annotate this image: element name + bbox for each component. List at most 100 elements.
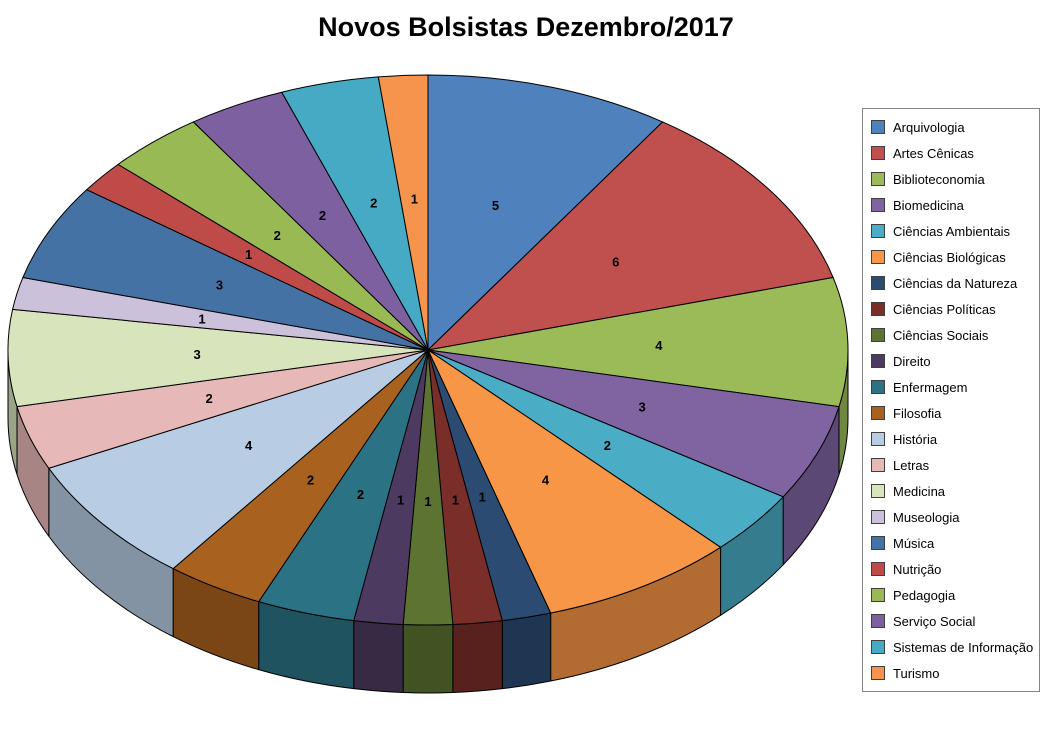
- pie-slice-biomedicina: [427, 349, 840, 498]
- legend-item-artes-cenicas: Artes Cênicas: [871, 140, 1031, 166]
- pie-data-label-biblioteconomia: 4: [655, 338, 663, 353]
- pie-data-label-ciencias-biologicas: 4: [542, 473, 550, 488]
- legend-label: Direito: [893, 353, 931, 369]
- legend-label: Museologia: [893, 509, 960, 525]
- legend-key-swatch: [871, 432, 885, 446]
- legend-label: Ciências Políticas: [893, 301, 996, 317]
- legend-item-ciencias-sociais: Ciências Sociais: [871, 322, 1031, 348]
- legend-item-direito: Direito: [871, 348, 1031, 374]
- legend-item-museologia: Museologia: [871, 504, 1031, 530]
- legend-key-swatch: [871, 562, 885, 576]
- legend-item-turismo: Turismo: [871, 660, 1031, 686]
- pie-slice-arquivologia: [427, 74, 664, 351]
- chart-title: Novos Bolsistas Dezembro/2017: [318, 12, 734, 42]
- pie-data-label-historia: 4: [245, 438, 253, 453]
- legend-item-biomedicina: Biomedicina: [871, 192, 1031, 218]
- legend-key-swatch: [871, 172, 885, 186]
- legend-item-medicina: Medicina: [871, 478, 1031, 504]
- legend-label: Ciências Sociais: [893, 327, 989, 343]
- legend-label: Serviço Social: [893, 613, 976, 629]
- pie-slice-artes-cenicas: [427, 121, 834, 351]
- legend-item-ciencias-biologicas: Ciências Biológicas: [871, 244, 1031, 270]
- legend-key-swatch: [871, 380, 885, 394]
- legend-item-ciencias-da-natureza: Ciências da Natureza: [871, 270, 1031, 296]
- pie-slice-biblioteconomia: [427, 277, 849, 408]
- legend-item-sistemas-de-informacao: Sistemas de Informação: [871, 634, 1033, 660]
- legend-item-ciencias-ambientais: Ciências Ambientais: [871, 218, 1031, 244]
- legend-label: Enfermagem: [893, 379, 968, 395]
- legend-key-swatch: [871, 640, 885, 654]
- pie-data-label-enfermagem: 2: [357, 487, 364, 502]
- legend-label: Artes Cênicas: [893, 145, 974, 161]
- legend-key-swatch: [871, 666, 885, 680]
- pie-slice-ciencias-biologicas: [427, 349, 722, 614]
- pie-data-label-turismo: 1: [411, 192, 418, 207]
- legend-item-ciencias-politicas: Ciências Políticas: [871, 296, 1031, 322]
- legend-item-pedagogia: Pedagogia: [871, 582, 1031, 608]
- pie-slice-historia: [48, 349, 429, 570]
- legend-key-swatch: [871, 484, 885, 498]
- pie-data-label-pedagogia: 2: [274, 228, 281, 243]
- legend-key-swatch: [871, 276, 885, 290]
- pie-data-label-ciencias-sociais: 1: [424, 494, 431, 509]
- legend-label: Filosofia: [893, 405, 942, 421]
- pie-data-label-direito: 1: [397, 493, 404, 508]
- legend-label: Biomedicina: [893, 197, 964, 213]
- legend-key-swatch: [871, 146, 885, 160]
- legend-label: Música: [893, 535, 935, 551]
- legend-key-swatch: [871, 510, 885, 524]
- pie-slice-wall-ciencias-politicas: [452, 620, 503, 694]
- pie-data-label-ciencias-politicas: 1: [452, 493, 459, 508]
- pie-data-label-ciencias-da-natureza: 1: [479, 490, 486, 505]
- legend-key-swatch: [871, 250, 885, 264]
- pie-slice-medicina: [7, 308, 429, 408]
- legend-key-swatch: [871, 224, 885, 238]
- pie-data-label-arquivologia: 5: [492, 198, 499, 213]
- pie-data-label-ciencias-ambientais: 2: [604, 438, 611, 453]
- pie-data-label-biomedicina: 3: [638, 399, 645, 414]
- legend-item-filosofia: Filosofia: [871, 400, 1031, 426]
- legend-key-swatch: [871, 458, 885, 472]
- pie-slice-wall-ciencias-da-natureza: [501, 612, 552, 690]
- legend-key-swatch: [871, 614, 885, 628]
- legend-key-swatch: [871, 354, 885, 368]
- legend-key-swatch: [871, 406, 885, 420]
- legend-item-musica: Música: [871, 530, 1031, 556]
- legend-key-swatch: [871, 588, 885, 602]
- legend-key-swatch: [871, 536, 885, 550]
- legend-item-biblioteconomia: Biblioteconomia: [871, 166, 1031, 192]
- legend-key-swatch: [871, 302, 885, 316]
- pie-data-label-museologia: 1: [198, 311, 205, 326]
- legend-key-swatch: [871, 328, 885, 342]
- legend-item-historia: História: [871, 426, 1031, 452]
- legend-item-servico-social: Serviço Social: [871, 608, 1031, 634]
- legend-label: História: [893, 431, 938, 447]
- legend-label: Medicina: [893, 483, 946, 499]
- pie-data-label-medicina: 3: [193, 347, 200, 362]
- pie-data-label-artes-cenicas: 6: [612, 254, 619, 269]
- legend-label: Pedagogia: [893, 587, 956, 603]
- pie-data-label-musica: 3: [216, 277, 223, 292]
- legend: Arquivologia Artes Cênicas Biblioteconomia…: [862, 108, 1040, 692]
- pie-data-label-filosofia: 2: [307, 473, 314, 488]
- legend-label: Nutrição: [893, 561, 942, 577]
- legend-label: Arquivologia: [893, 119, 965, 135]
- pie-slice-wall-direito: [353, 620, 404, 694]
- legend-label: Ciências Ambientais: [893, 223, 1011, 239]
- pie-slice-turismo: [377, 74, 429, 351]
- legend-key-swatch: [871, 120, 885, 134]
- legend-item-nutricao: Nutrição: [871, 556, 1031, 582]
- legend-item-arquivologia: Arquivologia: [871, 114, 1031, 140]
- legend-key-swatch: [871, 198, 885, 212]
- legend-item-letras: Letras: [871, 452, 1031, 478]
- legend-label: Letras: [893, 457, 930, 473]
- pie-slice-wall-ciencias-sociais: [402, 624, 454, 694]
- legend-item-enfermagem: Enfermagem: [871, 374, 1031, 400]
- legend-label: Biblioteconomia: [893, 171, 985, 187]
- pie-data-label-servico-social: 2: [319, 208, 326, 223]
- pie-slice-musica: [22, 189, 429, 351]
- pie-data-label-sistemas-de-informacao: 2: [370, 195, 377, 210]
- legend-label: Turismo: [893, 665, 940, 681]
- legend-label: Ciências Biológicas: [893, 249, 1006, 265]
